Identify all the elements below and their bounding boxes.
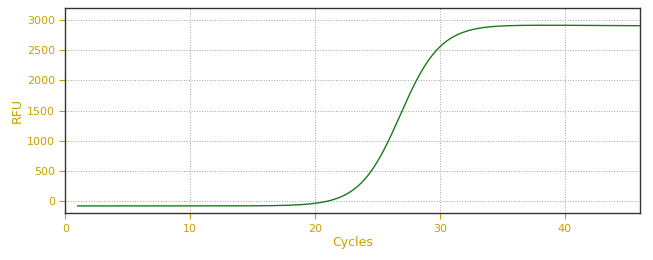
Y-axis label: RFU: RFU: [11, 98, 24, 123]
X-axis label: Cycles: Cycles: [332, 236, 373, 249]
